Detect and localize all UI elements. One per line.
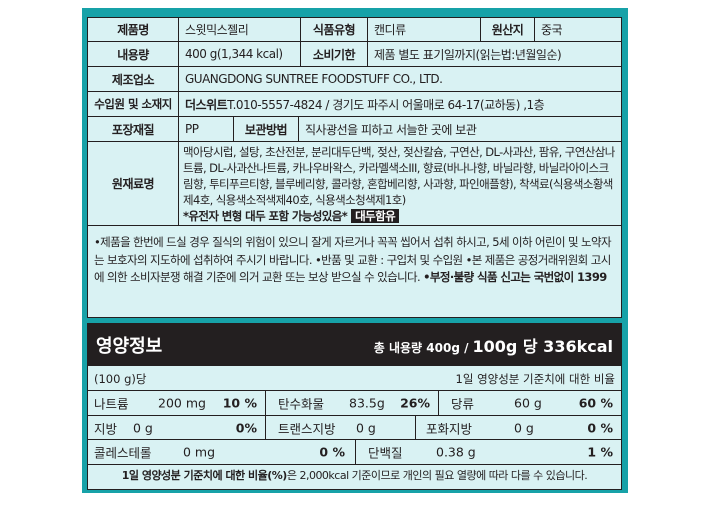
packaging-label: 포장재질 [88, 117, 179, 141]
serving-basis: (100 g)당 [94, 372, 147, 386]
importer-name: 더스위트 [185, 97, 228, 112]
nutrition-title: 영양정보 [96, 336, 163, 357]
sat-fat-amount: 0 g [514, 420, 534, 435]
calories-per-100g: 100g 당 336kcal [472, 337, 613, 356]
importer-info: T.010-5557-4824 / 경기도 파주시 어울매로 64-17(교하동… [227, 97, 545, 112]
row-product: 제품명 스윗믹스젤리 식품유형 캔디류 원산지 중국 [88, 18, 621, 42]
importer-label: 수입원 및 소재지 [88, 92, 179, 116]
packaging: PP [179, 117, 234, 141]
product-info-table: 제품명 스윗믹스젤리 식품유형 캔디류 원산지 중국 내용량 400 g(1,3… [87, 17, 622, 318]
caution-notice: •제품을 한번에 드실 경우 질식의 위험이 있으니 잘게 자르거나 꼭꼭 씹어… [88, 226, 621, 295]
food-type: 캔디류 [368, 18, 481, 41]
nutrition-header: 영양정보 총 내용량 400g /100g 당 336kcal [88, 324, 621, 366]
row-importer: 수입원 및 소재지 더스위트 T.010-5557-4824 / 경기도 파주시… [88, 92, 621, 117]
row-packaging: 포장재질 PP 보관방법 직사광선을 피하고 서늘한 곳에 보관 [88, 117, 621, 142]
nutrient-row: 콜레스테롤 0 mg 0 % 단백질 0.38 g 1 % [88, 440, 621, 465]
cholesterol-name: 콜레스테롤 [94, 445, 152, 461]
sat-fat-pct: 0 % [587, 420, 613, 435]
food-type-label: 식품유형 [301, 18, 368, 41]
trans-fat-amount: 0 g [356, 420, 376, 435]
notice-text: •제품을 한번에 드실 경우 질식의 위험이 있으니 잘게 자르거나 꼭꼭 씹어… [94, 235, 612, 284]
content: 400 g(1,344 kcal) [179, 42, 301, 66]
footnote-bold: 1일 영양성분 기준치에 대한 비율(%) [121, 469, 288, 482]
sugars-pct: 60 % [578, 395, 613, 411]
product-name: 스윗믹스젤리 [179, 18, 301, 41]
nutrition-facts: 영양정보 총 내용량 400g /100g 당 336kcal (100 g)당… [87, 323, 622, 490]
sugars-amount: 60 g [514, 395, 542, 411]
fat-amount: 0 g [133, 420, 153, 435]
allergen-badge: 대두함유 [351, 209, 400, 223]
origin-label: 원산지 [481, 18, 535, 41]
footnote-text: 은 2,000kcal 기준이므로 개인의 필요 열량에 따라 다를 수 있습니… [286, 469, 588, 482]
report-notice: •부정·불량 식품 신고는 국번없이 1399 [423, 270, 607, 284]
storage: 직사광선을 피하고 서늘한 곳에 보관 [305, 122, 477, 137]
carbs-name: 탄수화물 [278, 396, 325, 412]
nutrient-row: 지방 0 g 0% 트랜스지방 0 g 포화지방 0 g 0 % [88, 416, 621, 440]
cholesterol-amount: 0 mg [183, 444, 216, 460]
fat-name: 지방 [94, 421, 118, 436]
sodium-name: 나트륨 [94, 396, 129, 412]
ingredients: 맥아당시럽, 설탕, 초산전분, 분리대두단백, 젖산, 젖산칼슘, 구연산, … [183, 145, 615, 207]
sodium-pct: 10 % [222, 395, 257, 411]
nutrient-row: 나트륨 200 mg 10 % 탄수화물 83.5g 26% 당류 60 g 60 % [88, 391, 621, 416]
gmo-notice: *유전자 변형 대두 포함 가능성있음* [183, 209, 348, 223]
cholesterol-pct: 0 % [319, 444, 345, 460]
basis-row: (100 g)당 1일 영양성분 기준치에 대한 비율 [88, 366, 621, 391]
expiry: 제품 별도 표기일까지(읽는법:년월일순) [374, 47, 562, 62]
carbs-amount: 83.5g [349, 395, 385, 411]
protein-pct: 1 % [587, 444, 613, 460]
storage-label: 보관방법 [234, 117, 299, 141]
content-label: 내용량 [88, 42, 179, 66]
importer: 더스위트 T.010-5557-4824 / 경기도 파주시 어울매로 64-1… [179, 92, 621, 116]
row-ingredients: 원재료명 맥아당시럽, 설탕, 초산전분, 분리대두단백, 젖산, 젖산칼슘, … [88, 142, 621, 226]
fat-pct: 0% [235, 420, 257, 435]
ratio-header: 1일 영양성분 기준치에 대한 비율 [455, 372, 615, 386]
manufacturer: GUANGDONG SUNTREE FOODSTUFF CO., LTD. [185, 72, 443, 86]
sugars-name: 당류 [451, 396, 475, 412]
nutrition-summary: 총 내용량 400g /100g 당 336kcal [374, 333, 613, 357]
sat-fat-name: 포화지방 [426, 421, 473, 436]
origin: 중국 [541, 23, 563, 37]
row-content: 내용량 400 g(1,344 kcal) 소비기한 제품 별도 표기일까지(읽… [88, 42, 621, 67]
total-content: 총 내용량 400g / [373, 341, 469, 355]
row-manufacturer: 제조업소 GUANGDONG SUNTREE FOODSTUFF CO., LT… [88, 67, 621, 92]
ingredients-label: 원재료명 [88, 142, 179, 225]
product-name-label: 제품명 [88, 18, 179, 41]
nutrition-footnote: 1일 영양성분 기준치에 대한 비율(%)은 2,000kcal 기준이므로 개… [88, 467, 621, 483]
expiry-label: 소비기한 [301, 42, 368, 66]
sodium-amount: 200 mg [158, 395, 206, 411]
protein-name: 단백질 [368, 445, 403, 461]
carbs-pct: 26% [400, 395, 430, 411]
ingredients-cell: 맥아당시럽, 설탕, 초산전분, 분리대두단백, 젖산, 젖산칼슘, 구연산, … [179, 142, 621, 225]
manufacturer-label: 제조업소 [88, 67, 179, 91]
protein-amount: 0.38 g [436, 444, 476, 460]
trans-fat-name: 트랜스지방 [278, 421, 336, 436]
